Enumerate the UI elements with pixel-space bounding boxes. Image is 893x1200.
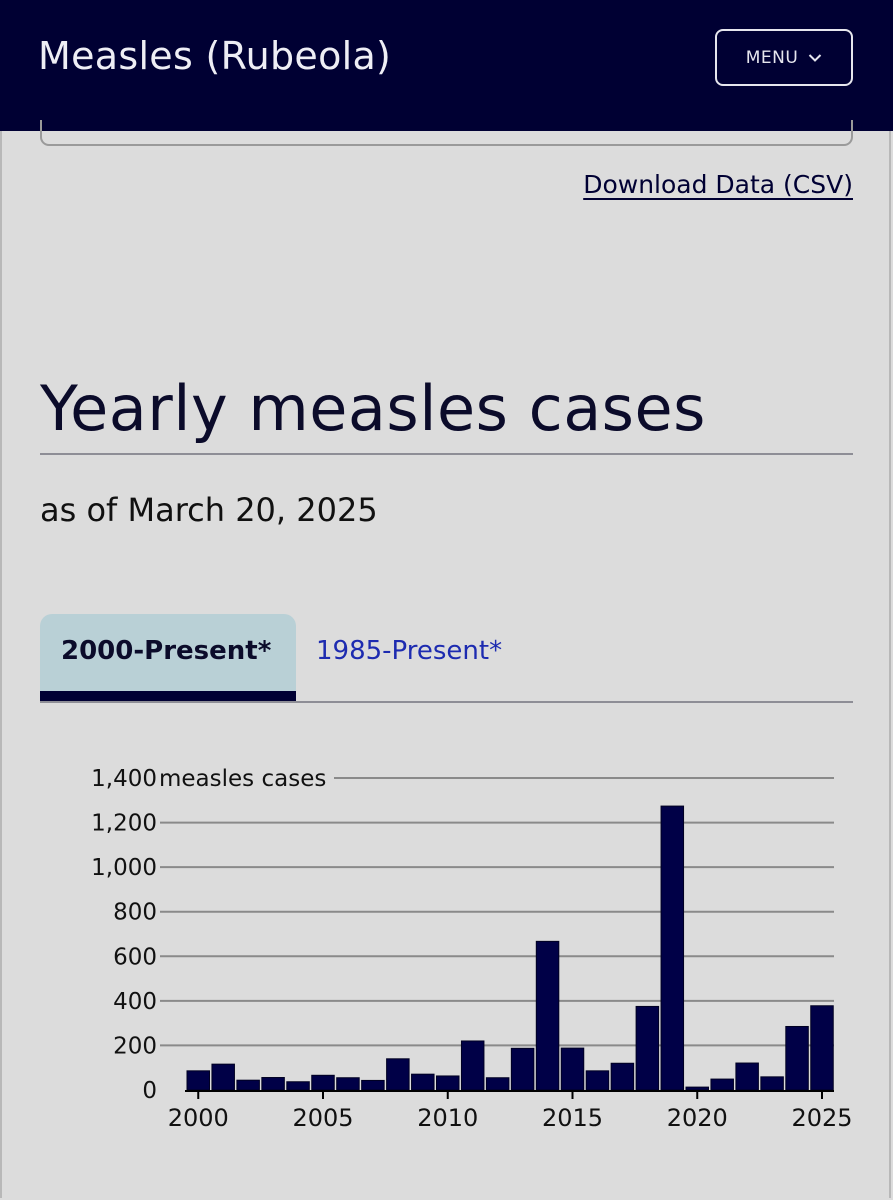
- bar: [810, 1005, 834, 1091]
- bar: [411, 1073, 435, 1091]
- tabs-divider: [40, 701, 853, 703]
- bar: [610, 1062, 635, 1091]
- bar: [710, 1078, 734, 1091]
- bar: [560, 1047, 585, 1091]
- bar: [460, 1040, 485, 1091]
- bar: [485, 1077, 510, 1091]
- bar: [211, 1063, 235, 1091]
- bar: [635, 1005, 660, 1091]
- bar: [660, 805, 685, 1091]
- y-tick-label: 600: [113, 944, 157, 970]
- title-divider: [40, 453, 853, 455]
- y-tick-label: 400: [113, 989, 157, 1015]
- bar: [311, 1074, 335, 1091]
- bar: [261, 1077, 285, 1091]
- menu-button[interactable]: MENU: [715, 29, 853, 86]
- measles-bar-chart: 0 200 400 600 800 1,000 1,200 1,400 measles case…: [91, 762, 853, 1132]
- bar: [785, 1025, 809, 1091]
- content-box-edge: [40, 120, 853, 146]
- bar: [436, 1075, 460, 1091]
- menu-button-label: MENU: [745, 47, 799, 68]
- bar: [186, 1070, 210, 1091]
- bar: [585, 1070, 610, 1091]
- bar: [236, 1079, 260, 1091]
- x-tick-label: 2000: [168, 1104, 229, 1132]
- y-tick-label: 0: [142, 1078, 157, 1104]
- y-tick-label: 800: [113, 900, 157, 926]
- y-tick-label: 1,400: [91, 766, 157, 792]
- chevron-down-icon: [809, 53, 822, 62]
- bar: [735, 1062, 759, 1091]
- y-tick-label: 200: [113, 1033, 157, 1059]
- x-tick-label: 2005: [292, 1104, 353, 1132]
- bar: [535, 940, 560, 1091]
- bar: [286, 1081, 310, 1091]
- bar: [361, 1079, 385, 1091]
- site-header: Measles (Rubeola) MENU: [0, 0, 893, 131]
- tab-2000-present[interactable]: 2000-Present*: [40, 614, 296, 702]
- bar: [386, 1058, 410, 1091]
- tab-1985-present[interactable]: 1985-Present*: [316, 636, 503, 666]
- x-tick-label: 2015: [542, 1104, 603, 1132]
- y-tick-label: 1,200: [91, 811, 157, 837]
- x-tick-label: 2025: [791, 1104, 852, 1132]
- x-tick-label: 2010: [417, 1104, 478, 1132]
- bar: [760, 1076, 784, 1091]
- bar: [336, 1077, 360, 1091]
- x-tick-label: 2020: [667, 1104, 728, 1132]
- y-axis-label: measles cases: [159, 766, 326, 792]
- as-of-date: as of March 20, 2025: [40, 491, 378, 529]
- bar: [685, 1086, 709, 1091]
- bar: [510, 1047, 535, 1091]
- tab-2000-present-label: 2000-Present*: [61, 636, 272, 666]
- site-title: Measles (Rubeola): [38, 34, 392, 78]
- ylabel-background: [158, 762, 334, 794]
- page-title: Yearly measles cases: [40, 372, 706, 445]
- download-csv-link[interactable]: Download Data (CSV): [583, 170, 853, 199]
- y-tick-label: 1,000: [91, 855, 157, 881]
